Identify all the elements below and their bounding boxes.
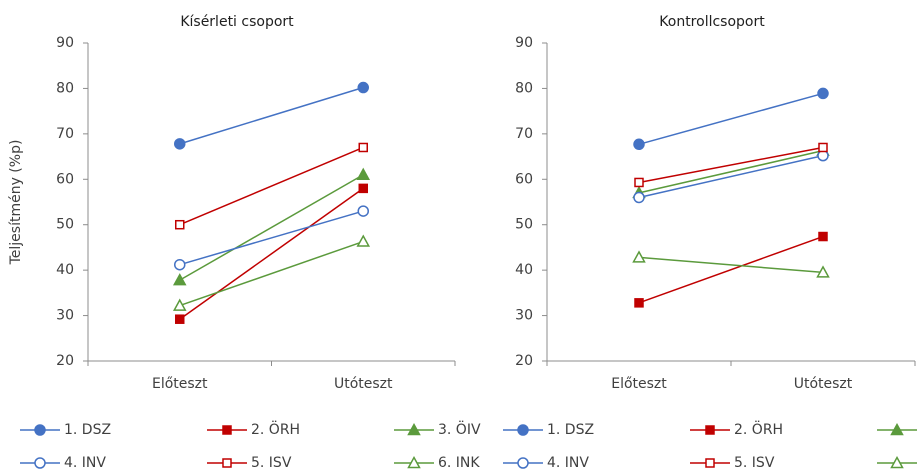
x-tick-label: Utóteszt: [794, 376, 853, 392]
y-tick-label: 40: [515, 262, 533, 278]
chart-title: Kísérleti csoport: [180, 14, 294, 30]
marker: [705, 458, 715, 468]
series-line: [179, 146, 364, 226]
marker: [222, 425, 232, 435]
y-tick-label: 20: [515, 353, 533, 369]
marker: [34, 457, 46, 469]
y-tick-label: 50: [56, 217, 74, 233]
marker: [358, 142, 368, 153]
x-tick-label: Utóteszt: [334, 376, 393, 392]
y-tick-label: 60: [515, 171, 533, 187]
marker: [634, 177, 644, 188]
marker: [816, 265, 830, 278]
y-tick-label: 20: [56, 353, 74, 369]
marker: [222, 458, 232, 468]
marker: [356, 234, 371, 247]
legend-label: 1. DSZ: [547, 422, 594, 438]
legend-label: 4. INV: [64, 455, 106, 471]
series-line: [179, 86, 364, 145]
marker: [890, 455, 904, 469]
legend-label: 5. ISV: [734, 455, 775, 471]
marker: [818, 231, 828, 242]
y-axis-label: Teljesítmény (%p): [8, 140, 24, 266]
marker: [517, 457, 529, 469]
marker: [174, 138, 186, 150]
y-tick-label: 90: [56, 35, 74, 51]
marker: [175, 219, 185, 230]
marker: [705, 425, 715, 435]
legend-label: 1. DSZ: [64, 422, 111, 438]
marker: [407, 455, 421, 469]
marker: [817, 87, 829, 100]
legend-label: 3. ÖIV: [438, 420, 481, 438]
series-line: [179, 187, 364, 320]
x-tick-label: Előteszt: [611, 376, 667, 392]
marker: [172, 298, 187, 311]
series-line: [638, 154, 824, 199]
marker: [357, 81, 369, 94]
legend-label: 4. INV: [547, 455, 589, 471]
marker: [634, 298, 644, 308]
legend-label: 5. ISV: [251, 455, 292, 471]
y-tick-label: 30: [56, 308, 74, 324]
y-tick-label: 70: [56, 126, 74, 142]
marker: [174, 258, 186, 271]
legend-label: 2. ÖRH: [734, 420, 783, 438]
chart-title: Kontrollcsoport: [659, 14, 765, 30]
legend-label: 6. INK: [438, 455, 480, 471]
y-tick-label: 30: [515, 308, 533, 324]
marker: [632, 250, 646, 263]
legend-label: 2. ÖRH: [251, 420, 300, 438]
series-line: [179, 210, 364, 266]
y-tick-label: 70: [515, 126, 533, 142]
y-tick-label: 50: [515, 217, 533, 233]
y-tick-label: 80: [56, 80, 74, 96]
x-tick-label: Előteszt: [152, 376, 208, 392]
marker: [357, 205, 369, 217]
series-line: [638, 92, 824, 146]
marker: [818, 142, 828, 153]
series-line: [179, 174, 364, 281]
y-tick-label: 60: [56, 171, 74, 187]
series-line: [638, 146, 824, 184]
marker: [890, 422, 904, 436]
series-line: [638, 235, 824, 304]
series-line: [179, 240, 364, 307]
marker: [356, 167, 371, 180]
marker: [175, 314, 185, 324]
marker: [633, 138, 645, 151]
y-tick-label: 80: [515, 80, 533, 96]
marker: [633, 191, 645, 204]
marker: [517, 424, 529, 436]
marker: [358, 183, 368, 194]
marker: [34, 424, 46, 436]
marker: [407, 422, 421, 436]
series-line: [638, 149, 824, 194]
series-line: [638, 256, 824, 274]
y-tick-label: 90: [515, 35, 533, 51]
y-tick-label: 40: [56, 262, 74, 278]
marker: [172, 273, 187, 286]
